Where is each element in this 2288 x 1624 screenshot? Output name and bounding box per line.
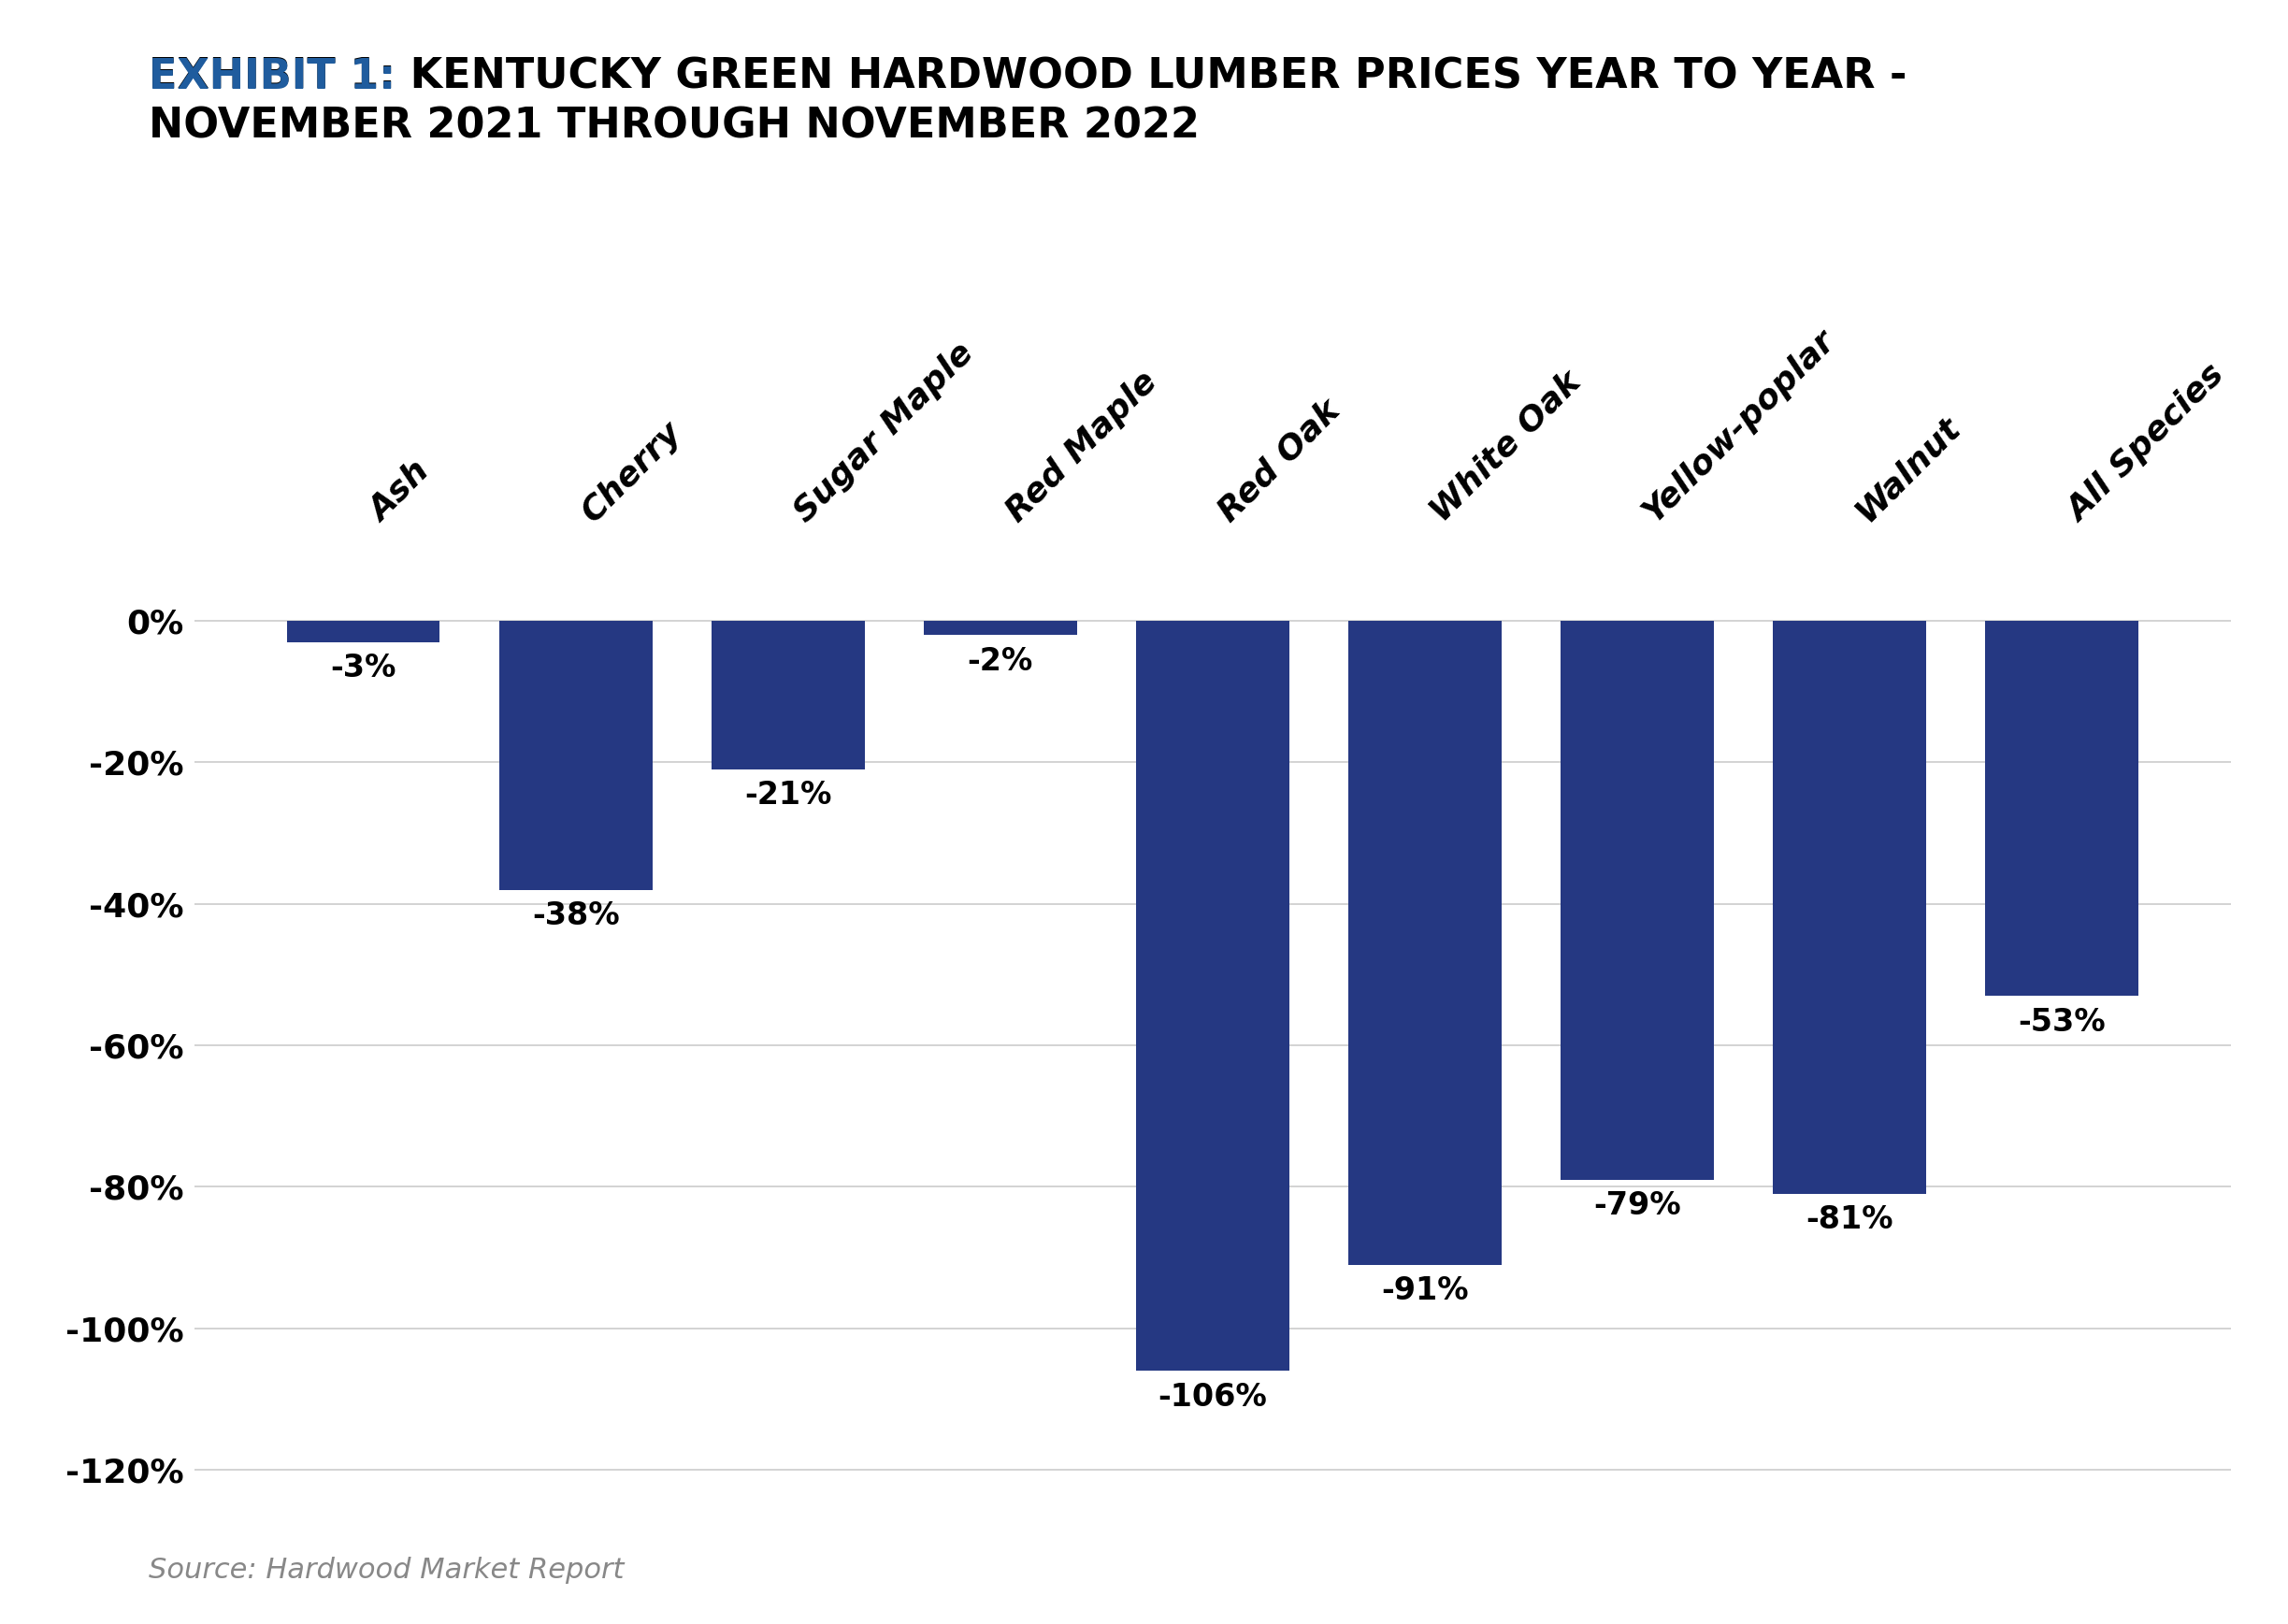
Text: EXHIBIT 1:: EXHIBIT 1: (149, 57, 410, 97)
Bar (712, 620, 865, 770)
Text: -106%: -106% (1158, 1382, 1268, 1413)
Text: -38%: -38% (533, 900, 620, 931)
Bar (1560, 620, 1714, 1181)
Bar (924, 620, 1078, 635)
Text: -79%: -79% (1592, 1190, 1682, 1221)
Text: -91%: -91% (1382, 1275, 1469, 1306)
Bar (1986, 620, 2139, 996)
Text: -81%: -81% (1805, 1205, 1892, 1236)
Bar (286, 620, 439, 641)
Bar (499, 620, 652, 890)
Text: EXHIBIT 1: KENTUCKY GREEN HARDWOOD LUMBER PRICES YEAR TO YEAR -
NOVEMBER 2021 TH: EXHIBIT 1: KENTUCKY GREEN HARDWOOD LUMBE… (149, 57, 1906, 146)
Text: -3%: -3% (329, 653, 396, 684)
Text: -2%: -2% (968, 646, 1034, 677)
Bar (1773, 620, 1926, 1194)
Text: Source: Hardwood Market Report: Source: Hardwood Market Report (149, 1556, 625, 1583)
Bar (1137, 620, 1288, 1371)
Bar (1348, 620, 1501, 1265)
Text: -53%: -53% (2018, 1007, 2105, 1038)
Text: -21%: -21% (744, 780, 833, 810)
